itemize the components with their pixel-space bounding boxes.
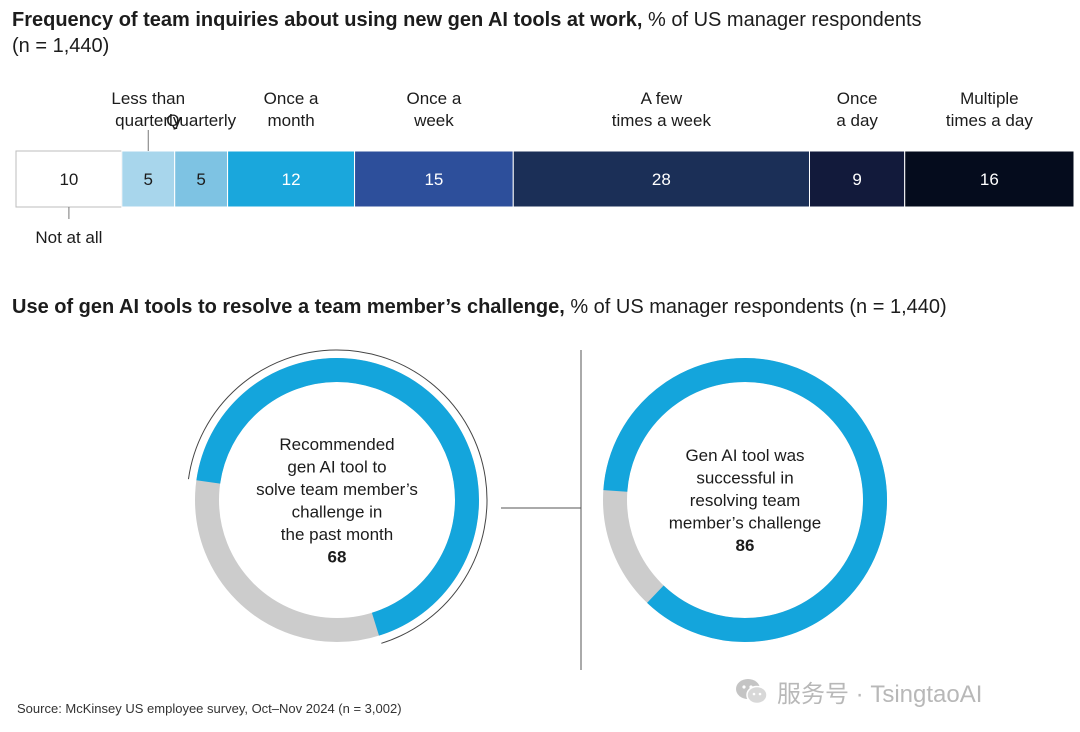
bar-value-label: 28 <box>652 170 671 189</box>
donut-label-line: Recommended <box>279 435 394 454</box>
bar-value-label: 15 <box>424 170 443 189</box>
donut-value-arc <box>196 358 479 636</box>
donut-label-line: the past month <box>281 525 393 544</box>
bar-value-label: 5 <box>144 170 153 189</box>
stacked-bar-chart: 10 Not at all 5 Less than quarterly 5 Quarterl… <box>15 89 1075 247</box>
donut-value: 86 <box>736 536 755 555</box>
category-label: Once a <box>407 89 462 108</box>
donut-value: 68 <box>328 547 347 566</box>
donut-label-line: resolving team <box>690 491 801 510</box>
donut-label-line: challenge in <box>292 502 383 521</box>
category-label: Multiple <box>960 89 1019 108</box>
category-label: a day <box>836 111 878 130</box>
category-label: month <box>267 111 314 130</box>
bar-segment-1 <box>121 150 176 208</box>
watermark: 服务号 · TsingtaoAI <box>735 674 982 709</box>
bar-value-label: 5 <box>196 170 205 189</box>
bar-segment-7 <box>904 150 1075 208</box>
donut-value-arc <box>603 358 887 642</box>
category-label: Not at all <box>35 228 102 247</box>
watermark-text: 服务号 · TsingtaoAI <box>777 681 983 708</box>
category-label: A few <box>641 89 683 108</box>
category-label: quarterly <box>115 111 182 130</box>
wechat-icon <box>736 678 768 704</box>
bar-value-label: 9 <box>852 170 861 189</box>
category-label: times a week <box>612 111 712 130</box>
bar-value-label: 12 <box>282 170 301 189</box>
donut-label-line: solve team member’s <box>256 480 418 499</box>
bar-value-label: 10 <box>59 170 78 189</box>
category-label: Once <box>837 89 878 108</box>
chart-title-frequency: Frequency of team inquiries about using … <box>12 9 922 57</box>
category-label: Less than <box>111 89 185 108</box>
donut-bracket-arc <box>187 349 488 644</box>
bar-segment-6 <box>809 150 906 208</box>
chart-title-donuts: Use of gen AI tools to resolve a team me… <box>12 296 947 318</box>
bar-segment-2 <box>174 150 229 208</box>
category-label: Once a <box>264 89 319 108</box>
donut-charts: Recommended gen AI tool to solve team memb… <box>187 349 887 670</box>
bar-value-label: 16 <box>980 170 999 189</box>
bar-segment-0 <box>15 150 123 208</box>
category-label: Quarterly <box>166 111 236 130</box>
donut-label-line: Gen AI tool was <box>685 446 804 465</box>
source-note: Source: McKinsey US employee survey, Oct… <box>17 701 402 716</box>
category-label: week <box>413 111 454 130</box>
donut-label-line: successful in <box>696 469 793 488</box>
donut-label-line: member’s challenge <box>669 514 821 533</box>
category-label: times a day <box>946 111 1033 130</box>
donut-label-line: gen AI tool to <box>287 457 386 476</box>
